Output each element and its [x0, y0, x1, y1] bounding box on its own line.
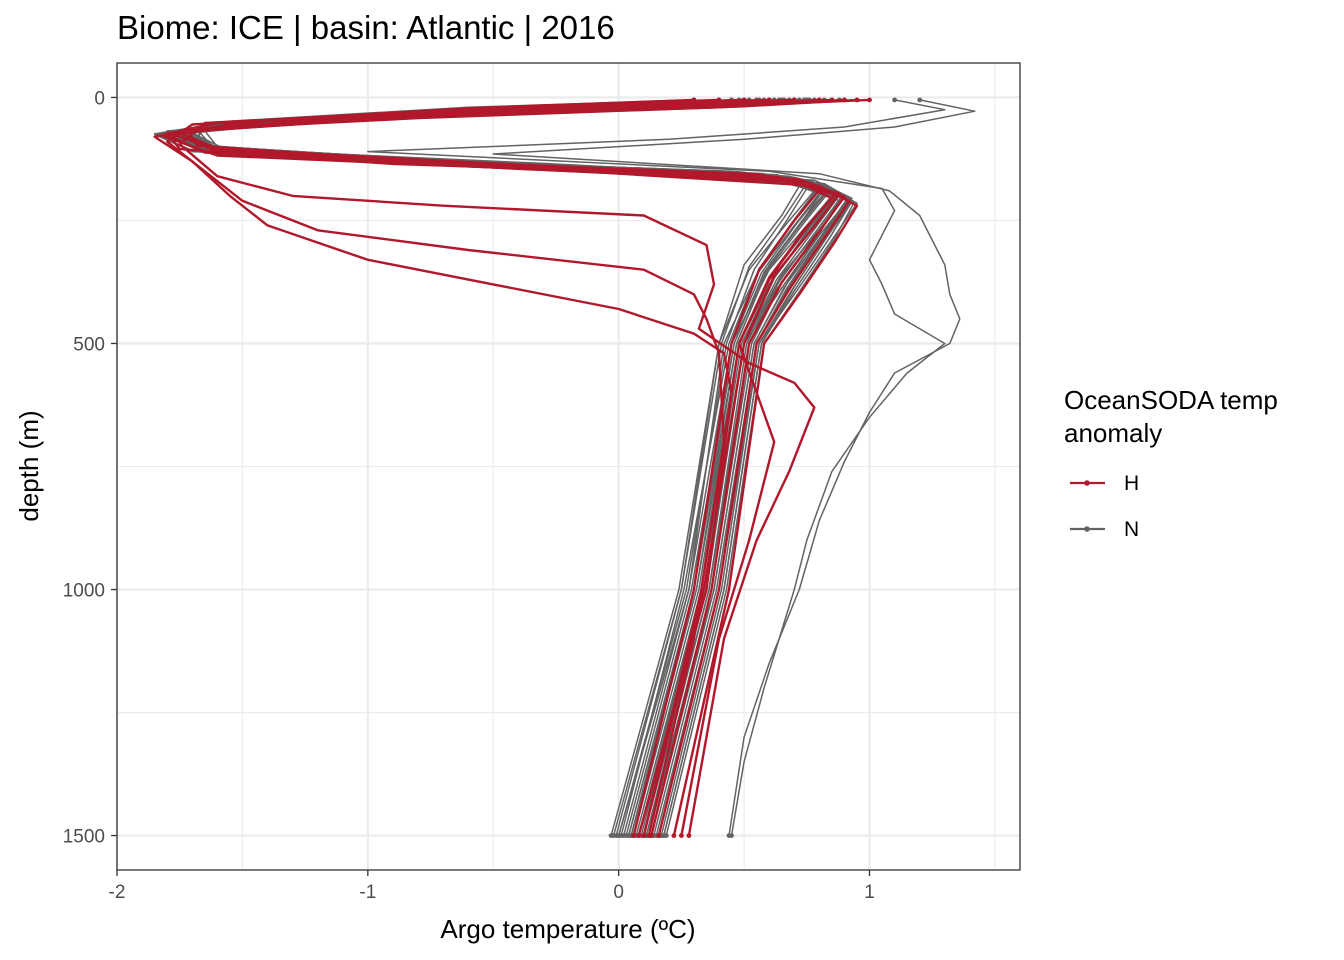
- profile-line-h: [178, 98, 816, 836]
- profile-point-h: [686, 833, 692, 838]
- x-tick-label: -1: [359, 882, 376, 903]
- profile-point-n: [661, 833, 667, 838]
- profile-point-h: [636, 833, 642, 838]
- profile-point-n: [608, 833, 614, 838]
- series-h-lines: [153, 97, 872, 838]
- profile-line-n: [367, 99, 946, 836]
- profile-point-h: [679, 833, 684, 838]
- y-tick-label: 500: [73, 334, 105, 355]
- profile-point-n: [613, 833, 619, 838]
- profile-line-n: [492, 99, 976, 836]
- profile-line-h: [153, 98, 733, 836]
- chart-title: Biome: ICE | basin: Atlantic | 2016: [117, 9, 615, 46]
- profile-point-h: [631, 833, 637, 838]
- profile-point-h: [641, 833, 647, 838]
- profile-point-h: [656, 833, 662, 838]
- gridlines: [115, 63, 1020, 870]
- panel-border: [116, 62, 1021, 871]
- profile-point-n: [917, 97, 923, 103]
- profile-line-h: [171, 98, 846, 836]
- y-tick-label: 1500: [63, 827, 105, 848]
- profile-point-h: [648, 833, 654, 838]
- legend: OceanSODA temp anomaly H N: [1064, 385, 1278, 541]
- y-tick-label: 1000: [63, 581, 105, 602]
- plot-panel: [115, 62, 1021, 871]
- legend-key-n-point: [1084, 526, 1090, 532]
- legend-key-h-point: [1084, 480, 1090, 486]
- x-axis-label: Argo temperature (ºC): [440, 914, 695, 944]
- legend-entry-n: N: [1070, 518, 1139, 541]
- profile-point-h: [842, 97, 847, 103]
- legend-entry-h: H: [1070, 472, 1139, 495]
- profile-point-h: [854, 97, 860, 103]
- legend-title-line-2: anomaly: [1064, 418, 1162, 448]
- x-tick-label: -2: [109, 882, 126, 903]
- legend-label-n: N: [1124, 518, 1139, 541]
- profile-point-h: [816, 97, 822, 103]
- y-axis: 0 500 1000 1500: [63, 88, 117, 848]
- x-tick-label: 0: [613, 882, 624, 903]
- legend-label-h: H: [1124, 472, 1139, 495]
- profile-point-n: [726, 833, 732, 838]
- profile-point-n: [892, 97, 897, 103]
- profile-point-n: [618, 833, 624, 838]
- y-axis-label: depth (m): [14, 410, 44, 521]
- x-tick-label: 1: [864, 882, 875, 903]
- y-tick-label: 0: [94, 88, 105, 109]
- profile-point-h: [671, 833, 677, 838]
- profile-line-h: [186, 98, 858, 836]
- legend-title-line-1: OceanSODA temp: [1064, 385, 1278, 415]
- profile-point-h: [867, 97, 872, 103]
- x-axis: -2 -1 0 1: [109, 870, 875, 903]
